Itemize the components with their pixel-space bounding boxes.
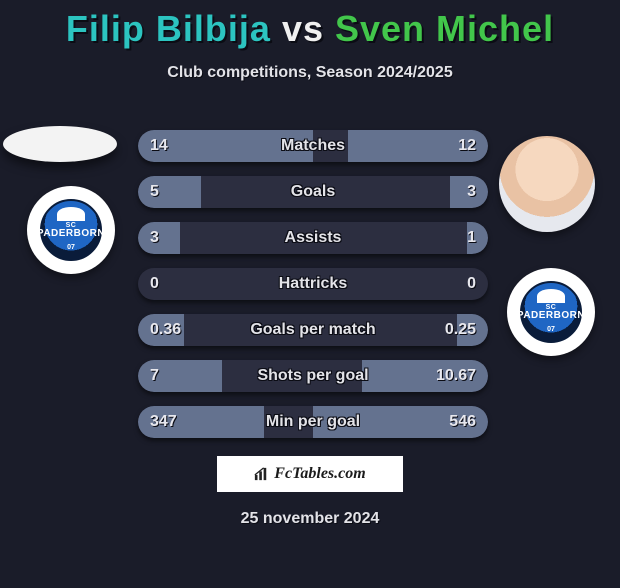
stat-row: 1412Matches [138, 130, 488, 162]
paderborn-logo-icon: SC PADERBORN 07 [40, 199, 102, 261]
fctables-logo-icon [254, 467, 268, 481]
stat-row: 0.360.25Goals per match [138, 314, 488, 346]
stats-container: 1412Matches 53Goals 31Assists 00Hattricks 0.… [138, 130, 488, 452]
club-logo-right: SC PADERBORN 07 [507, 268, 595, 356]
source-brand-text: FcTables.com [274, 465, 365, 483]
title-right-player: Sven Michel [335, 8, 554, 49]
stat-label: Shots per goal [138, 360, 488, 392]
stat-label: Goals [138, 176, 488, 208]
club-logo-left: SC PADERBORN 07 [27, 186, 115, 274]
stat-row: 00Hattricks [138, 268, 488, 300]
subtitle: Club competitions, Season 2024/2025 [0, 64, 620, 82]
title: Filip Bilbija vs Sven Michel [0, 8, 620, 50]
stat-label: Assists [138, 222, 488, 254]
club-logo-year: 07 [547, 326, 555, 333]
player-silhouette-left [3, 126, 117, 162]
stat-label: Matches [138, 130, 488, 162]
title-left-player: Filip Bilbija [66, 8, 271, 49]
source-brand-band: FcTables.com [217, 456, 403, 492]
stat-row: 347546Min per goal [138, 406, 488, 438]
stat-row: 53Goals [138, 176, 488, 208]
stat-label: Goals per match [138, 314, 488, 346]
paderborn-logo-icon: SC PADERBORN 07 [520, 281, 582, 343]
stat-label: Min per goal [138, 406, 488, 438]
club-logo-text: SC PADERBORN [517, 304, 585, 321]
club-logo-year: 07 [67, 244, 75, 251]
title-vs: vs [282, 8, 335, 49]
stat-row: 31Assists [138, 222, 488, 254]
stat-row: 710.67Shots per goal [138, 360, 488, 392]
player-photo-right [499, 136, 595, 232]
club-logo-text: SC PADERBORN [37, 222, 105, 239]
stat-label: Hattricks [138, 268, 488, 300]
date-caption: 25 november 2024 [0, 510, 620, 528]
